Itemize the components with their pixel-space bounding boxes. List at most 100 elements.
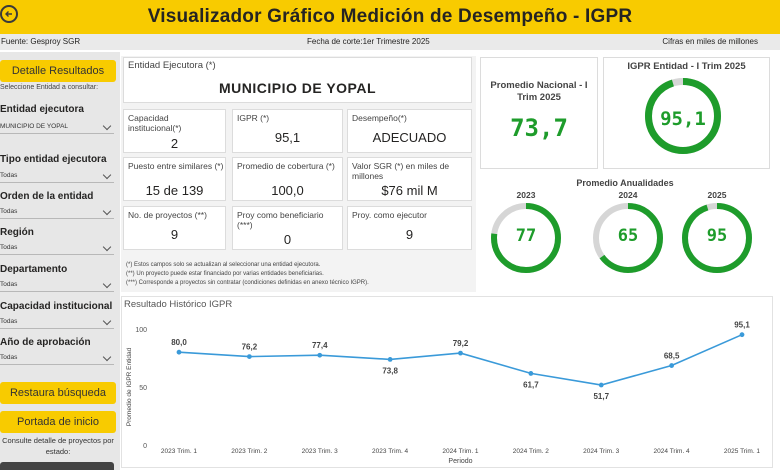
kpi-value: 100,0 <box>271 183 304 198</box>
title-bar: Visualizador Gráfico Medición de Desempe… <box>0 0 780 34</box>
x-axis-label: Periodo <box>448 458 472 465</box>
national-average-card: Promedio Nacional - I Trim 2025 73,7 <box>480 57 598 169</box>
annual-year-label: 2023 <box>516 190 536 200</box>
gauge-fill <box>593 203 663 273</box>
kpi-rank-card: Puesto entre similares (*) 15 de 139 <box>123 157 226 201</box>
kpi-beneficiary-card: Proy como beneficiario (***) 0 <box>232 206 343 250</box>
x-tick-label: 2024 Trim. 2 <box>513 448 550 455</box>
cutoff-date-text: Fecha de corte:1er Trimestre 2025 <box>307 37 430 46</box>
restore-search-button[interactable]: Restaura búsqueda <box>0 382 116 404</box>
data-point <box>176 349 182 355</box>
footnote-1: (*) Estos campos solo se actualizan al s… <box>126 262 321 268</box>
chevron-down-icon <box>102 121 112 131</box>
data-label: 79,2 <box>453 339 469 348</box>
data-point <box>246 354 252 360</box>
filter-label-region: Región <box>0 227 34 238</box>
gauge-fill <box>682 203 752 273</box>
kpi-label: Capacidad institucional(*) <box>128 113 182 133</box>
kpi-value: 9 <box>170 227 179 242</box>
x-tick-label: 2023 Trim. 4 <box>372 448 409 455</box>
kpi-executor-card: Proy. como ejecutor 9 <box>347 206 472 250</box>
annual-gauge-value: 95 <box>706 226 728 246</box>
filter-select-department[interactable]: Todas <box>0 278 114 292</box>
national-average-value: 73,7 <box>510 114 568 142</box>
data-label: 68,5 <box>664 352 680 361</box>
filter-label-department: Departamento <box>0 264 68 275</box>
footnote-2: (**) Un proyecto puede estar financiado … <box>126 271 324 277</box>
data-label: 76,2 <box>242 343 258 352</box>
entity-igpr-value: 95,1 <box>660 108 706 130</box>
data-label: 77,4 <box>312 341 328 350</box>
kpi-label: Valor SGR (*) en miles de millones <box>352 161 450 181</box>
select-entity-hint: Seleccione Entidad a consultar: <box>0 84 99 91</box>
data-point <box>528 371 534 376</box>
data-label: 51,7 <box>593 392 609 401</box>
history-line-chart: 0 50 100 Promedio de IGPR Entidad 80,0 76,2 77… <box>126 321 760 465</box>
kpi-igpr-card: IGPR (*) 95,1 <box>232 109 343 153</box>
annual-title: Promedio Anualidades <box>576 178 674 188</box>
units-text: Cifras en miles de millones <box>662 37 758 46</box>
data-point <box>387 356 393 362</box>
data-label: 73,8 <box>382 366 398 375</box>
annual-gauge <box>491 203 561 273</box>
filter-select-region[interactable]: Todas <box>0 241 114 255</box>
filter-label-entity-type: Tipo entidad ejecutora <box>0 154 107 165</box>
entity-label: Entidad Ejecutora (*) <box>128 60 216 71</box>
kpi-performance-card: Desempeño(*) ADECUADO <box>347 109 472 153</box>
kpi-label: Proy como beneficiario (***) <box>237 210 324 230</box>
kpi-value: $76 mil M <box>381 183 438 198</box>
filter-label-entity: Entidad ejecutora <box>0 104 84 115</box>
chevron-down-icon <box>102 206 112 216</box>
chevron-down-icon <box>102 242 112 252</box>
kpi-label: No. de proyectos (**) <box>128 210 207 220</box>
kpi-label: Puesto entre similares (*) <box>128 161 224 171</box>
data-point <box>458 350 463 356</box>
filter-select-entity[interactable]: MUNICIPIO DE YOPAL <box>0 120 114 134</box>
chevron-down-icon <box>102 170 112 180</box>
filter-select-approval-year[interactable]: Todas <box>0 351 114 365</box>
projects-detail-link[interactable]: Consulte detalle de proyectos por estado… <box>2 436 114 456</box>
kpi-value: 15 de 139 <box>145 183 204 198</box>
entity-igpr-label: IGPR Entidad - I Trim 2025 <box>627 61 746 72</box>
filter-select-entity-type[interactable]: Todas <box>0 169 114 183</box>
source-text: Fuente: Gesproy SGR <box>1 37 81 46</box>
y-tick-label: 0 <box>143 443 147 450</box>
filter-label-approval-year: Año de aprobación <box>0 337 91 348</box>
annual-year-label: 2025 <box>707 190 727 200</box>
kpi-projects-card: No. de proyectos (**) 9 <box>123 206 226 250</box>
chevron-down-icon <box>102 352 112 362</box>
kpi-coverage-card: Promedio de cobertura (*) 100,0 <box>232 157 343 201</box>
footnote-3: (***) Corresponde a proyectos sin contra… <box>126 280 369 286</box>
annual-gauge <box>593 203 663 273</box>
detail-results-button[interactable]: Detalle Resultados <box>0 60 116 82</box>
info-bar: Fuente: Gesproy SGR Fecha de corte:1er T… <box>0 34 780 50</box>
kpi-value: 2 <box>170 136 179 151</box>
back-arrow-icon[interactable] <box>0 5 18 23</box>
gauge-fill <box>491 203 561 273</box>
kpi-value: 0 <box>283 232 292 247</box>
chevron-down-icon <box>102 316 112 326</box>
history-chart-card: Resultado Histórico IGPR 0 50 100 Promedio … <box>121 296 773 468</box>
data-label: 61,7 <box>523 380 539 389</box>
x-tick-label: 2024 Trim. 4 <box>654 448 691 455</box>
gauge-fill <box>645 78 721 154</box>
kpi-value: ADECUADO <box>372 130 447 145</box>
kpi-label: Proy. como ejecutor <box>352 210 427 220</box>
y-axis-label: Promedio de IGPR Entidad <box>126 347 133 426</box>
kpi-value: 95,1 <box>274 130 301 145</box>
annual-gauge-value: 65 <box>617 226 639 246</box>
filter-select-order[interactable]: Todas <box>0 205 114 219</box>
home-page-button[interactable]: Portada de inicio <box>0 411 116 433</box>
x-tick-label: 2024 Trim. 1 <box>442 448 479 455</box>
filter-label-order: Orden de la entidad <box>0 191 94 202</box>
x-tick-label: 2024 Trim. 3 <box>583 448 620 455</box>
entity-igpr-card: IGPR Entidad - I Trim 2025 95,1 <box>603 57 770 169</box>
projects-status-button[interactable] <box>0 462 114 470</box>
x-tick-label: 2023 Trim. 3 <box>302 448 339 455</box>
entity-card: Entidad Ejecutora (*) MUNICIPIO DE YOPAL <box>123 57 472 103</box>
filter-select-capacity[interactable]: Todas <box>0 315 114 329</box>
kpi-label: Desempeño(*) <box>352 113 407 123</box>
annual-year-label: 2024 <box>618 190 638 200</box>
filter-sidebar: Detalle Resultados Seleccione Entidad a … <box>0 52 120 470</box>
